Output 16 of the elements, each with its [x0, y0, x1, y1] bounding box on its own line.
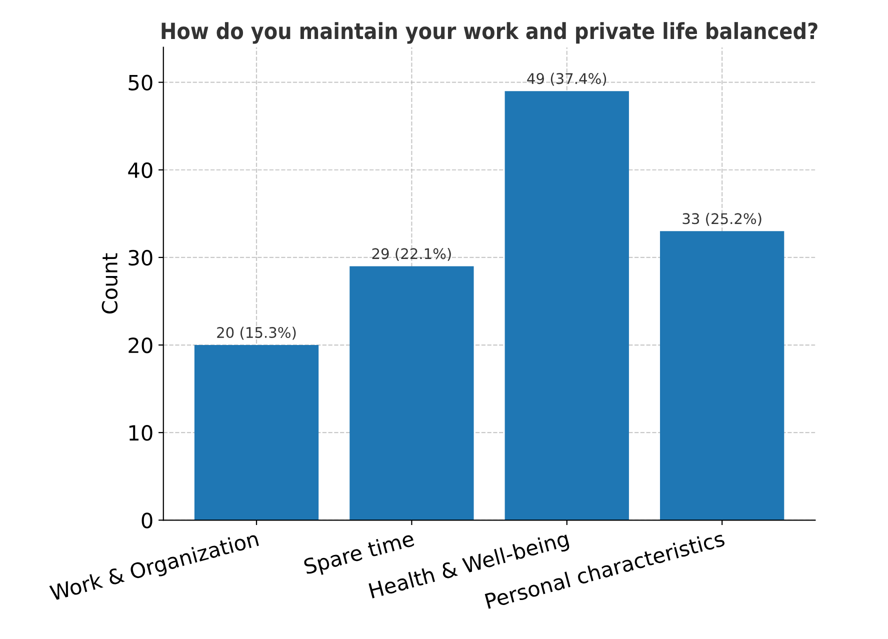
bar: [194, 345, 319, 520]
chart-title: How do you maintain your work and private life balanced?: [162, 22, 818, 44]
bar: [504, 91, 629, 520]
data-label: 33 (25.2%): [682, 212, 762, 226]
data-label: 20 (15.3%): [217, 326, 296, 340]
data-label: 49 (37.4%): [527, 72, 606, 86]
y-tick-label: 10: [129, 425, 152, 441]
bar: [350, 266, 474, 520]
bar: [660, 231, 784, 520]
data-label: 29 (22.1%): [372, 248, 451, 261]
y-tick-label: 30: [128, 250, 152, 266]
y-tick-label: 20: [128, 337, 152, 354]
y-tick-label: 50: [128, 74, 152, 91]
y-tick-label: 0: [142, 512, 152, 528]
y-tick-label: 40: [128, 162, 152, 178]
y-axis-title: Count: [102, 253, 118, 314]
